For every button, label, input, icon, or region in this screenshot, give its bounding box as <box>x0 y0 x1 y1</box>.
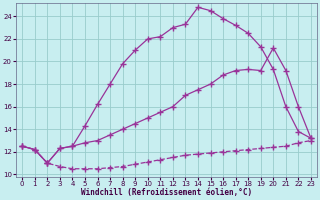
X-axis label: Windchill (Refroidissement éolien,°C): Windchill (Refroidissement éolien,°C) <box>81 188 252 197</box>
